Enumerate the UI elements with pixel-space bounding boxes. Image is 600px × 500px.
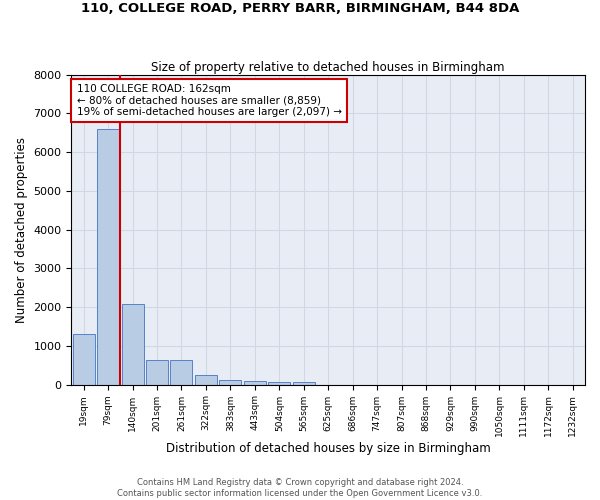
Y-axis label: Number of detached properties: Number of detached properties — [15, 136, 28, 322]
Bar — [146, 360, 168, 384]
Bar — [170, 360, 193, 384]
Bar — [97, 129, 119, 384]
Text: Contains HM Land Registry data © Crown copyright and database right 2024.
Contai: Contains HM Land Registry data © Crown c… — [118, 478, 482, 498]
Bar — [122, 304, 143, 384]
Bar — [244, 380, 266, 384]
Bar — [195, 375, 217, 384]
Bar — [268, 382, 290, 384]
Text: 110 COLLEGE ROAD: 162sqm
← 80% of detached houses are smaller (8,859)
19% of sem: 110 COLLEGE ROAD: 162sqm ← 80% of detach… — [77, 84, 341, 117]
Bar — [220, 380, 241, 384]
X-axis label: Distribution of detached houses by size in Birmingham: Distribution of detached houses by size … — [166, 442, 491, 455]
Title: Size of property relative to detached houses in Birmingham: Size of property relative to detached ho… — [151, 60, 505, 74]
Bar — [293, 382, 315, 384]
Text: 110, COLLEGE ROAD, PERRY BARR, BIRMINGHAM, B44 8DA: 110, COLLEGE ROAD, PERRY BARR, BIRMINGHA… — [81, 2, 519, 16]
Bar — [73, 334, 95, 384]
